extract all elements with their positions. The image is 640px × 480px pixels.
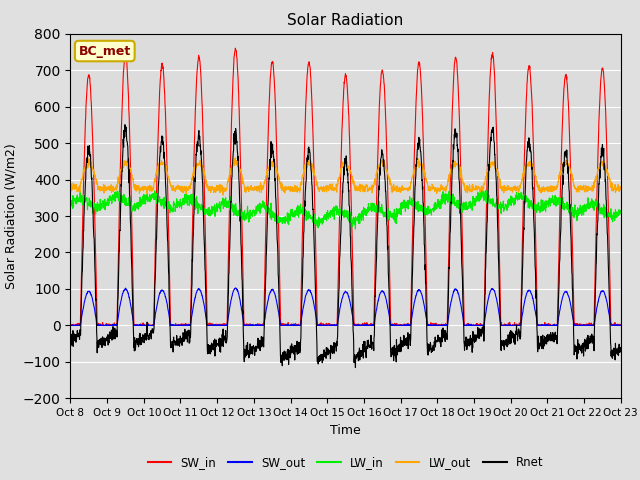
LW_out [506,185,514,191]
Rnet [506,341,514,347]
SW_in [67,323,74,328]
SW_out [506,322,513,327]
Rnet [569,288,577,294]
Line: LW_out: LW_out [70,158,621,195]
SW_in [568,240,576,245]
SW_in [374,157,381,163]
SW_out [584,322,591,327]
SW_out [232,285,240,291]
SW_out [220,322,228,328]
LW_in [584,195,592,201]
SW_in [617,323,625,328]
SW_in [584,323,591,328]
Rnet [584,333,592,338]
SW_out [67,323,74,328]
Title: Solar Radiation: Solar Radiation [287,13,404,28]
Line: Rnet: Rnet [70,125,621,368]
SW_out [374,300,381,306]
LW_in [220,199,228,205]
SW_in [362,323,369,328]
Rnet [351,365,359,371]
SW_in [506,319,513,325]
SW_in [232,45,239,51]
LW_out [569,177,577,183]
LW_out [362,183,370,189]
LW_out [231,155,239,161]
LW_in [67,206,74,212]
Line: SW_in: SW_in [70,48,621,325]
LW_in [617,210,625,216]
SW_out [568,312,576,318]
LW_out [584,186,592,192]
LW_in [351,226,359,232]
LW_out [374,168,381,174]
Legend: SW_in, SW_out, LW_in, LW_out, Rnet: SW_in, SW_out, LW_in, LW_out, Rnet [143,452,548,474]
LW_in [478,187,486,192]
Line: SW_out: SW_out [70,288,621,325]
Y-axis label: Solar Radiation (W/m2): Solar Radiation (W/m2) [4,143,17,289]
LW_in [362,209,369,215]
LW_out [220,192,227,198]
Text: BC_met: BC_met [79,45,131,58]
LW_in [374,209,381,215]
LW_in [506,202,514,208]
Rnet [374,211,381,217]
SW_out [617,322,625,328]
Rnet [617,347,625,353]
Rnet [220,334,228,339]
Rnet [67,348,74,354]
SW_in [220,321,228,327]
Line: LW_in: LW_in [70,190,621,229]
Rnet [121,122,129,128]
SW_out [362,323,369,328]
X-axis label: Time: Time [330,424,361,437]
LW_in [569,206,577,212]
LW_out [617,187,625,192]
LW_out [220,185,228,191]
Rnet [362,349,370,355]
LW_out [67,181,74,187]
